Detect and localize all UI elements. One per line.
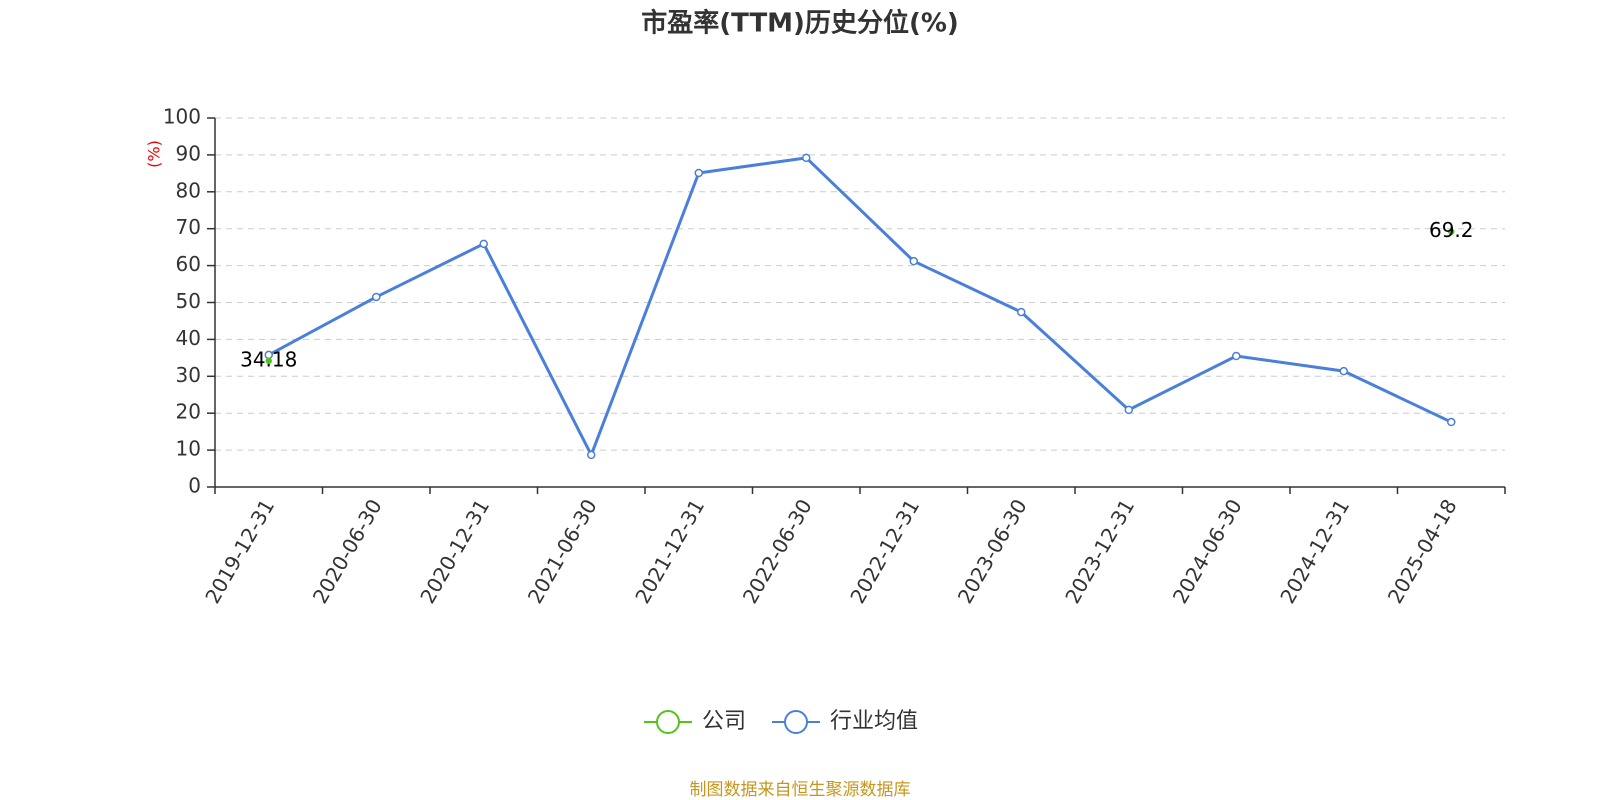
y-tick-label: 20 <box>176 400 201 424</box>
y-axis-label: (%) <box>145 140 164 168</box>
point <box>694 168 703 178</box>
data-label: 69.2 <box>1429 218 1474 242</box>
point <box>1017 307 1026 317</box>
x-tick-label: 2021-12-31 <box>630 495 709 608</box>
legend-label: 行业均值 <box>830 709 918 734</box>
y-tick-label: 50 <box>176 289 201 313</box>
y-tick-label: 70 <box>176 215 201 239</box>
series-line <box>268 156 1452 459</box>
y-tick-label: 100 <box>163 105 201 129</box>
x-tick-label: 2023-12-31 <box>1060 495 1139 608</box>
y-tick-label: 40 <box>176 326 201 350</box>
chart-title: 市盈率(TTM)历史分位(%) <box>641 8 959 39</box>
x-tick-label: 2025-04-18 <box>1383 495 1462 608</box>
x-tick-label: 2024-06-30 <box>1168 495 1247 608</box>
y-tick-label: 0 <box>188 474 201 498</box>
x-tick-label: 2024-12-31 <box>1275 495 1354 608</box>
y-tick-label: 10 <box>176 437 201 461</box>
legend-marker <box>784 710 808 734</box>
point <box>1447 417 1456 427</box>
y-tick-label: 90 <box>176 141 201 165</box>
y-tick-label: 30 <box>176 363 201 387</box>
point <box>265 357 272 365</box>
x-tick-label: 2021-06-30 <box>523 495 602 608</box>
legend-marker <box>656 710 680 734</box>
x-tick-label: 2020-06-30 <box>308 495 387 608</box>
point <box>802 153 811 163</box>
data-label: 34.18 <box>240 347 297 371</box>
y-tick-label: 80 <box>176 178 201 202</box>
point <box>372 292 381 302</box>
point <box>1124 405 1133 415</box>
point <box>1339 366 1348 376</box>
x-tick-label: 2022-12-31 <box>845 495 924 608</box>
point <box>1448 228 1455 235</box>
point <box>587 450 596 460</box>
point <box>1232 351 1241 361</box>
source-note: 制图数据来自恒生聚源数据库 <box>690 780 911 800</box>
x-tick-label: 2022-06-30 <box>738 495 817 608</box>
x-tick-label: 2020-12-31 <box>415 495 494 608</box>
point <box>909 256 918 266</box>
point <box>479 239 488 249</box>
x-tick-label: 2019-12-31 <box>200 495 279 608</box>
legend-label: 公司 <box>702 709 746 734</box>
y-tick-label: 60 <box>176 252 201 276</box>
x-tick-label: 2023-06-30 <box>953 495 1032 608</box>
